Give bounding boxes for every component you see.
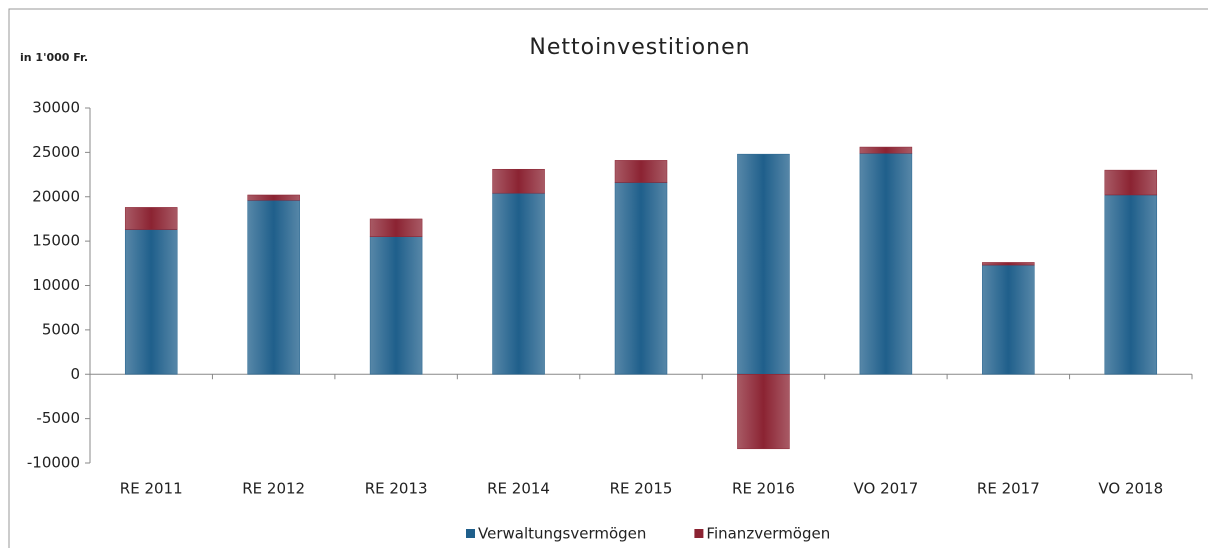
y-tick-label: 20000 [32, 187, 80, 205]
bar [859, 153, 913, 375]
y-tick-label: 30000 [32, 99, 80, 117]
unit-note: in 1'000 Fr. [20, 51, 88, 64]
bar [982, 262, 1035, 266]
bar [859, 146, 913, 154]
legend-label: Finanzvermögen [706, 525, 830, 543]
x-tick-label: VO 2017 [854, 480, 919, 498]
bar [982, 264, 1035, 375]
y-tick-label: 10000 [32, 276, 80, 294]
y-tick-label: 5000 [42, 320, 80, 338]
bar [492, 168, 545, 194]
y-tick-label: -5000 [36, 409, 80, 427]
x-tick-label: RE 2013 [365, 480, 428, 498]
x-tick-label: RE 2016 [732, 480, 795, 498]
x-tick-label: RE 2014 [487, 480, 550, 498]
bar [369, 218, 423, 237]
legend-label: Verwaltungsvermögen [478, 525, 646, 543]
bar [124, 229, 178, 375]
y-tick-label: 15000 [32, 232, 80, 250]
y-tick-label: 0 [70, 365, 80, 383]
legend-swatch [694, 529, 704, 538]
bar [369, 236, 423, 375]
bar [492, 192, 545, 375]
bar [247, 194, 300, 201]
x-tick-label: VO 2018 [1098, 480, 1163, 498]
x-tick-label: RE 2017 [977, 480, 1040, 498]
y-tick-label: -10000 [27, 454, 80, 472]
legend-swatch [466, 529, 475, 538]
y-tick-label: 25000 [32, 143, 80, 161]
bar [737, 374, 790, 450]
x-tick-label: RE 2011 [120, 480, 183, 498]
bar [247, 200, 300, 375]
x-tick-label: RE 2012 [242, 480, 305, 498]
chart-frame [8, 8, 1208, 548]
bar [614, 182, 668, 375]
chart-title: Nettoinvestitionen [529, 35, 750, 60]
x-tick-label: RE 2015 [610, 480, 673, 498]
bar [124, 207, 178, 230]
bar [614, 160, 668, 183]
bar [737, 153, 790, 375]
bar [1104, 194, 1158, 375]
bar [1104, 169, 1158, 196]
